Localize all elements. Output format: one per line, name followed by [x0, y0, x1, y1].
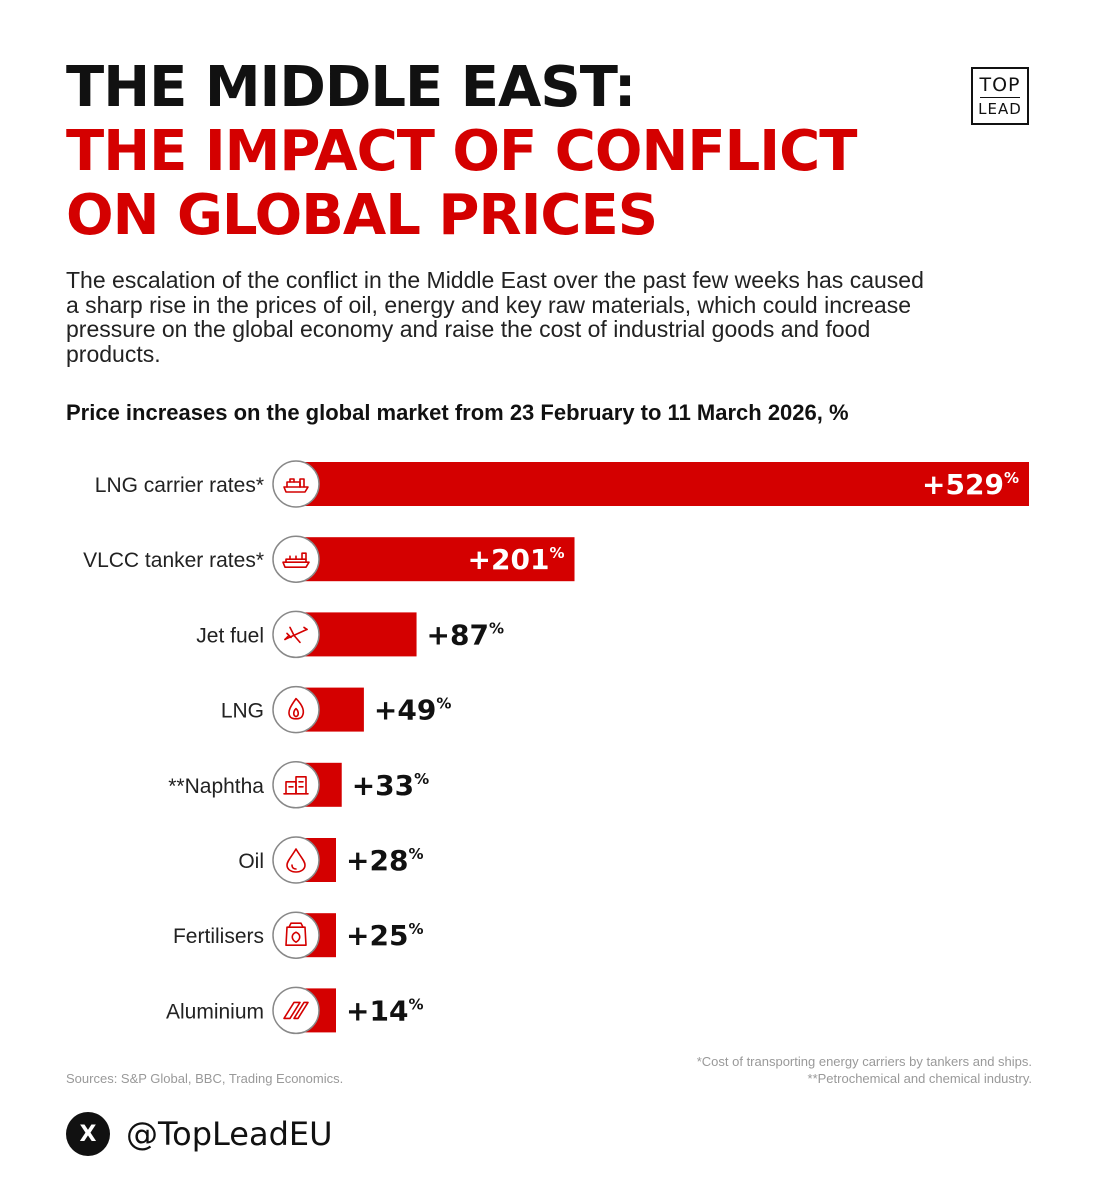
icon-circle	[272, 911, 320, 959]
page-title: THE MIDDLE EAST: THE IMPACT OF CONFLICT …	[66, 55, 857, 248]
value-unit: %	[549, 544, 564, 562]
icon-stroke	[288, 922, 304, 929]
footnote-2: **Petrochemical and chemical industry.	[807, 1071, 1032, 1086]
value-unit: %	[489, 619, 504, 637]
value-label: +25%	[346, 919, 423, 952]
value-label: +28%	[346, 844, 423, 877]
footnotes: *Cost of transporting energy carriers by…	[697, 1053, 1032, 1087]
value-number: +87	[427, 618, 489, 651]
category-label: LNG	[221, 700, 264, 723]
icon-stroke	[301, 552, 307, 560]
value-number: +14	[346, 994, 408, 1027]
ship-icon	[283, 478, 309, 493]
refinery-icon	[283, 775, 309, 795]
category-label: Aluminium	[166, 1000, 264, 1023]
icon-stroke	[283, 1001, 301, 1020]
value-number: +28	[346, 844, 408, 877]
airplane-icon	[284, 626, 308, 644]
value-unit: %	[408, 920, 423, 938]
chart-row: Oil +28%	[238, 836, 423, 884]
chart-title: Price increases on the global market fro…	[66, 400, 849, 425]
toplead-logo: TOP LEAD	[971, 67, 1029, 125]
intro-paragraph: The escalation of the conflict in the Mi…	[66, 267, 924, 367]
icon-circle	[272, 836, 320, 884]
footnote-1: *Cost of transporting energy carriers by…	[696, 1054, 1032, 1069]
icon-stroke	[293, 1001, 309, 1020]
value-number: +33	[352, 769, 414, 802]
value-unit: %	[408, 845, 423, 863]
value-unit: %	[408, 995, 423, 1013]
aluminium-bars-icon	[283, 1001, 309, 1020]
icon-stroke	[299, 478, 305, 488]
category-label: Oil	[238, 850, 264, 873]
title-line-1: THE MIDDLE EAST:	[66, 55, 636, 120]
value-label: +49%	[374, 694, 451, 727]
social-handle[interactable]: X @TopLeadEU	[66, 1112, 333, 1156]
icon-stroke	[285, 926, 307, 947]
icon-stroke	[284, 628, 308, 641]
value-unit: %	[1004, 469, 1019, 487]
tanker-icon	[282, 552, 310, 568]
value-number: +201	[468, 543, 550, 576]
value-number: +49	[374, 694, 436, 727]
icon-stroke	[289, 626, 301, 644]
price-increase-bar-chart: LNG carrier rates* +529%VLCC tanker rates…	[83, 460, 1029, 1035]
value-label: +201%	[468, 543, 565, 576]
icon-stroke	[295, 775, 307, 795]
flame-icon	[288, 697, 305, 720]
value-label: +14%	[346, 994, 423, 1027]
fertiliser-bag-icon	[285, 922, 307, 947]
logo-bottom-text: LEAD	[978, 100, 1022, 118]
chart-row: **Naphtha +33%	[168, 761, 429, 809]
bar	[296, 462, 1029, 506]
icon-stroke	[289, 478, 295, 483]
icon-stroke	[303, 626, 308, 631]
category-label: **Naphtha	[168, 775, 264, 798]
x-logo-icon: X	[66, 1112, 110, 1156]
bar	[296, 537, 575, 582]
title-line-3: ON GLOBAL PRICES	[66, 183, 658, 248]
chart-row: VLCC tanker rates* +201%	[83, 535, 575, 583]
chart-row: Fertilisers +25%	[173, 911, 423, 959]
value-unit: %	[436, 695, 451, 713]
category-label: Jet fuel	[196, 624, 264, 647]
chart-row: LNG +49%	[221, 685, 451, 734]
value-label: +87%	[427, 618, 504, 651]
icon-stroke	[288, 697, 305, 720]
icon-stroke	[291, 864, 297, 870]
category-label: LNG carrier rates*	[95, 474, 264, 497]
icon-circle	[272, 460, 320, 508]
title-line-2: THE IMPACT OF CONFLICT	[66, 119, 857, 184]
value-label: +33%	[352, 769, 429, 802]
icon-stroke	[284, 632, 292, 641]
value-unit: %	[414, 770, 429, 788]
chart-row: Aluminium +14%	[166, 986, 423, 1035]
icon-circle	[272, 986, 320, 1035]
logo-top-text: TOP	[979, 74, 1021, 96]
icon-stroke	[288, 780, 304, 788]
oil-drop-icon	[286, 848, 306, 873]
chart-row: LNG carrier rates* +529%	[95, 460, 1029, 508]
icon-stroke	[292, 707, 300, 718]
category-label: VLCC tanker rates*	[83, 549, 264, 572]
value-number: +529	[922, 468, 1004, 501]
icon-stroke	[291, 931, 301, 944]
handle-text[interactable]: @TopLeadEU	[126, 1115, 333, 1153]
value-number: +25	[346, 919, 408, 952]
icon-stroke	[286, 848, 306, 873]
value-label: +529%	[922, 468, 1019, 501]
icon-stroke	[282, 561, 310, 568]
category-label: Fertilisers	[173, 925, 264, 948]
chart-row: Jet fuel +87%	[196, 610, 504, 659]
sources-note: Sources: S&P Global, BBC, Trading Econom…	[66, 1071, 344, 1086]
icon-stroke	[289, 555, 297, 560]
logo-divider	[980, 97, 1020, 98]
